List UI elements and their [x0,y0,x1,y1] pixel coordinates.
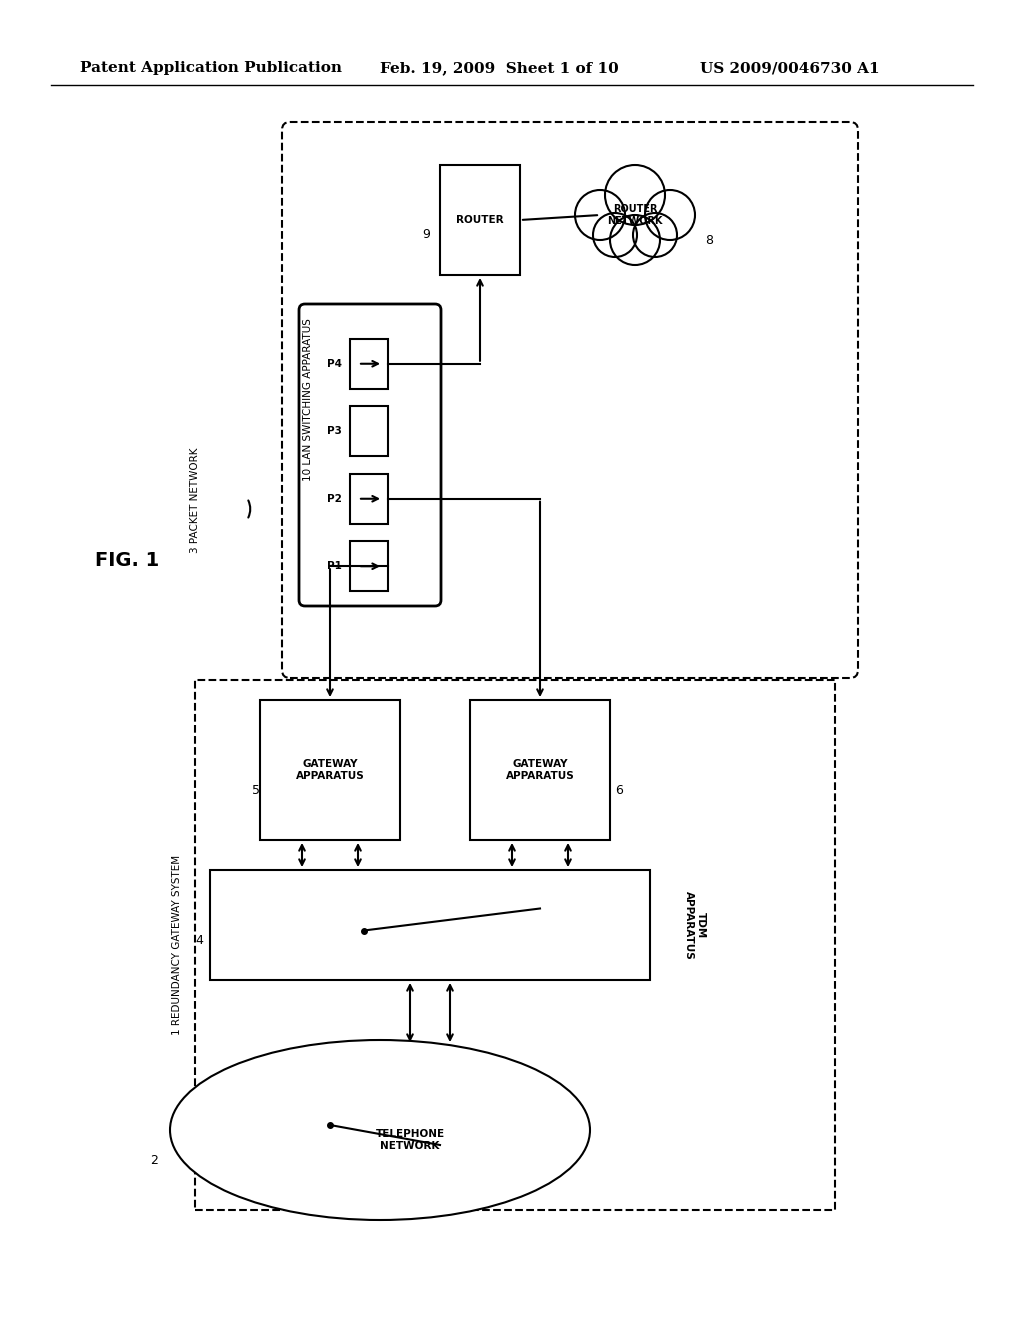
Text: ROUTER
NETWORK: ROUTER NETWORK [607,205,663,226]
Bar [210,870,650,979]
Text: GATEWAY
APPARATUS: GATEWAY APPARATUS [506,759,574,781]
Text: US 2009/0046730 A1: US 2009/0046730 A1 [700,61,880,75]
Text: 9: 9 [422,228,430,242]
Bar [350,339,388,389]
Text: TELEPHONE
NETWORK: TELEPHONE NETWORK [376,1129,444,1151]
Bar [260,700,400,840]
Text: 8: 8 [705,234,713,247]
Text: 3 PACKET NETWORK: 3 PACKET NETWORK [190,447,200,553]
Circle shape [593,213,637,257]
Bar [350,407,388,457]
Circle shape [605,165,665,224]
Bar [350,474,388,524]
Text: TDM
APPARATUS: TDM APPARATUS [684,891,706,960]
Text: 10 LAN SWITCHING APPARATUS: 10 LAN SWITCHING APPARATUS [303,318,313,482]
Circle shape [610,215,660,265]
Text: ROUTER: ROUTER [456,215,504,224]
Text: GATEWAY
APPARATUS: GATEWAY APPARATUS [296,759,365,781]
Circle shape [645,190,695,240]
Circle shape [575,190,625,240]
Text: P3: P3 [327,426,342,436]
FancyBboxPatch shape [299,304,441,606]
Text: 6: 6 [615,784,623,796]
Text: 4: 4 [195,933,203,946]
Bar [440,165,520,275]
Bar [350,541,388,591]
Text: P4: P4 [327,359,342,368]
Text: 1 REDUNDANCY GATEWAY SYSTEM: 1 REDUNDANCY GATEWAY SYSTEM [172,855,182,1035]
Text: FIG. 1: FIG. 1 [95,550,160,569]
Text: 5: 5 [252,784,260,796]
Text: Feb. 19, 2009  Sheet 1 of 10: Feb. 19, 2009 Sheet 1 of 10 [380,61,618,75]
Text: P2: P2 [327,494,342,504]
Circle shape [633,213,677,257]
Text: 2: 2 [150,1154,158,1167]
Bar [470,700,610,840]
Ellipse shape [170,1040,590,1220]
Text: P1: P1 [327,561,342,572]
Text: Patent Application Publication: Patent Application Publication [80,61,342,75]
